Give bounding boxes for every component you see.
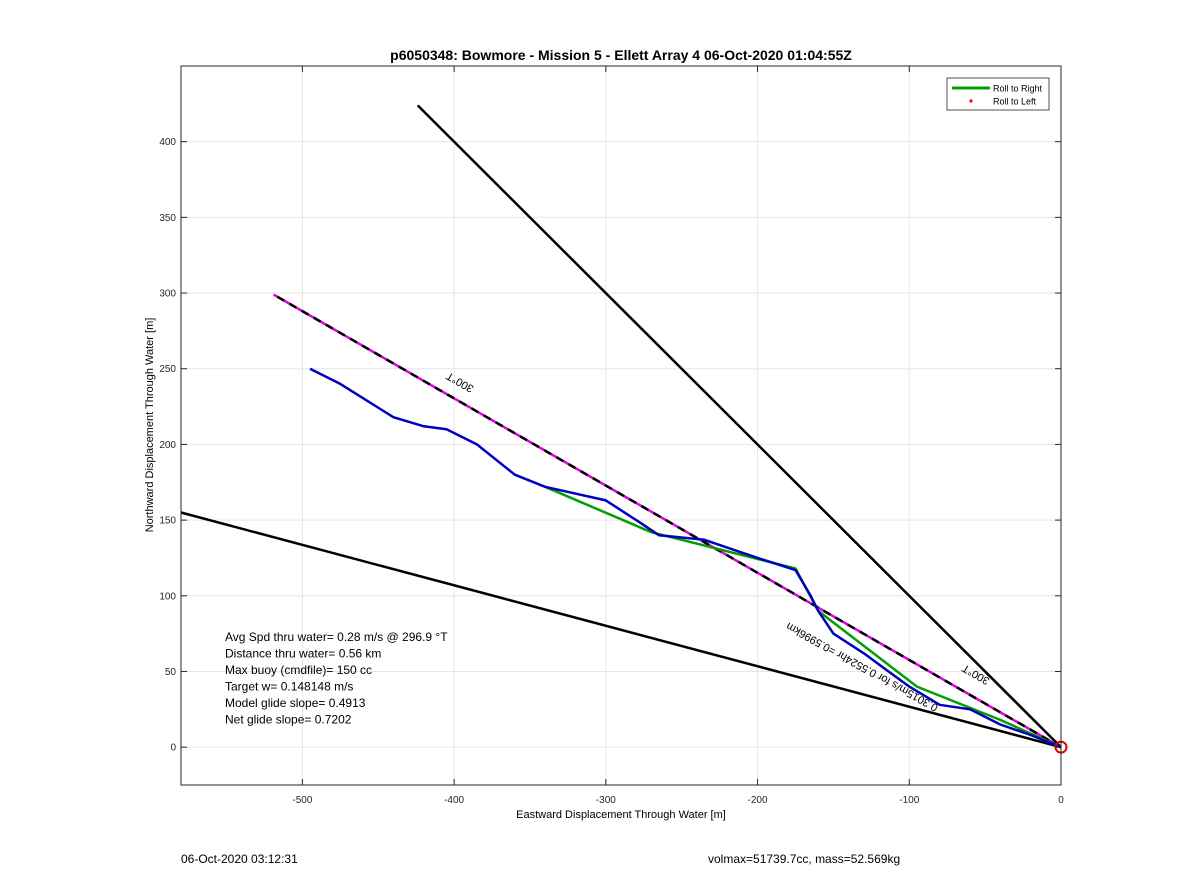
y-tick-label: 200	[159, 440, 176, 451]
y-tick-label: 350	[159, 213, 176, 224]
legend-swatch-roll-left	[969, 99, 973, 103]
stats-line: Target w= 0.148148 m/s	[225, 680, 353, 694]
legend-label-roll-right: Roll to Right	[993, 84, 1043, 94]
target-heading-line	[272, 293, 1062, 749]
stats-line: Model glide slope= 0.4913	[225, 696, 366, 710]
plot-area	[181, 66, 1061, 785]
series-layer	[180, 104, 1068, 754]
bearing-limit-line-lower	[180, 511, 1062, 749]
x-axis-label: Eastward Displacement Through Water [m]	[516, 809, 726, 821]
stats-line: Net glide slope= 0.7202	[225, 713, 352, 727]
footer-timestamp: 06-Oct-2020 03:12:31	[181, 852, 298, 866]
legend: Roll to Right Roll to Left	[946, 77, 1050, 111]
y-tick-label: 50	[165, 667, 177, 678]
x-tick-label: -500	[292, 795, 312, 806]
x-tick-label: -200	[748, 795, 768, 806]
y-tick-label: 100	[159, 591, 176, 602]
tick-labels: -500 -400 -300 -200 -100 0 0 50 100 150 200 250 300 3…	[159, 66, 1064, 806]
x-tick-label: -400	[444, 795, 464, 806]
x-tick-label: -100	[899, 795, 919, 806]
y-tick-label: 250	[159, 364, 176, 375]
y-tick-label: 0	[170, 743, 176, 754]
bearing-limit-line-upper	[416, 104, 1062, 749]
y-tick-label: 400	[159, 137, 176, 148]
stats-text-block: Avg Spd thru water= 0.28 m/s @ 296.9 °T D…	[225, 630, 448, 727]
footer-volmax-mass: volmax=51739.7cc, mass=52.569kg	[708, 852, 901, 866]
legend-box	[946, 77, 1050, 111]
stats-line: Max buoy (cmdfile)= 150 cc	[225, 663, 372, 677]
y-tick-label: 300	[159, 289, 176, 300]
y-axis-label: Northward Displacement Through Water [m]	[144, 318, 156, 533]
legend-label-roll-left: Roll to Left	[993, 97, 1037, 107]
chart-title: p6050348: Bowmore - Mission 5 - Ellett A…	[390, 47, 852, 63]
stats-line: Distance thru water= 0.56 km	[225, 647, 381, 661]
plot-frame	[180, 65, 1062, 786]
x-tick-label: -300	[596, 795, 616, 806]
glider-track	[309, 367, 1062, 749]
stats-line: Avg Spd thru water= 0.28 m/s @ 296.9 °T	[225, 630, 448, 644]
y-tick-label: 150	[159, 516, 176, 527]
x-tick-label: 0	[1058, 795, 1064, 806]
